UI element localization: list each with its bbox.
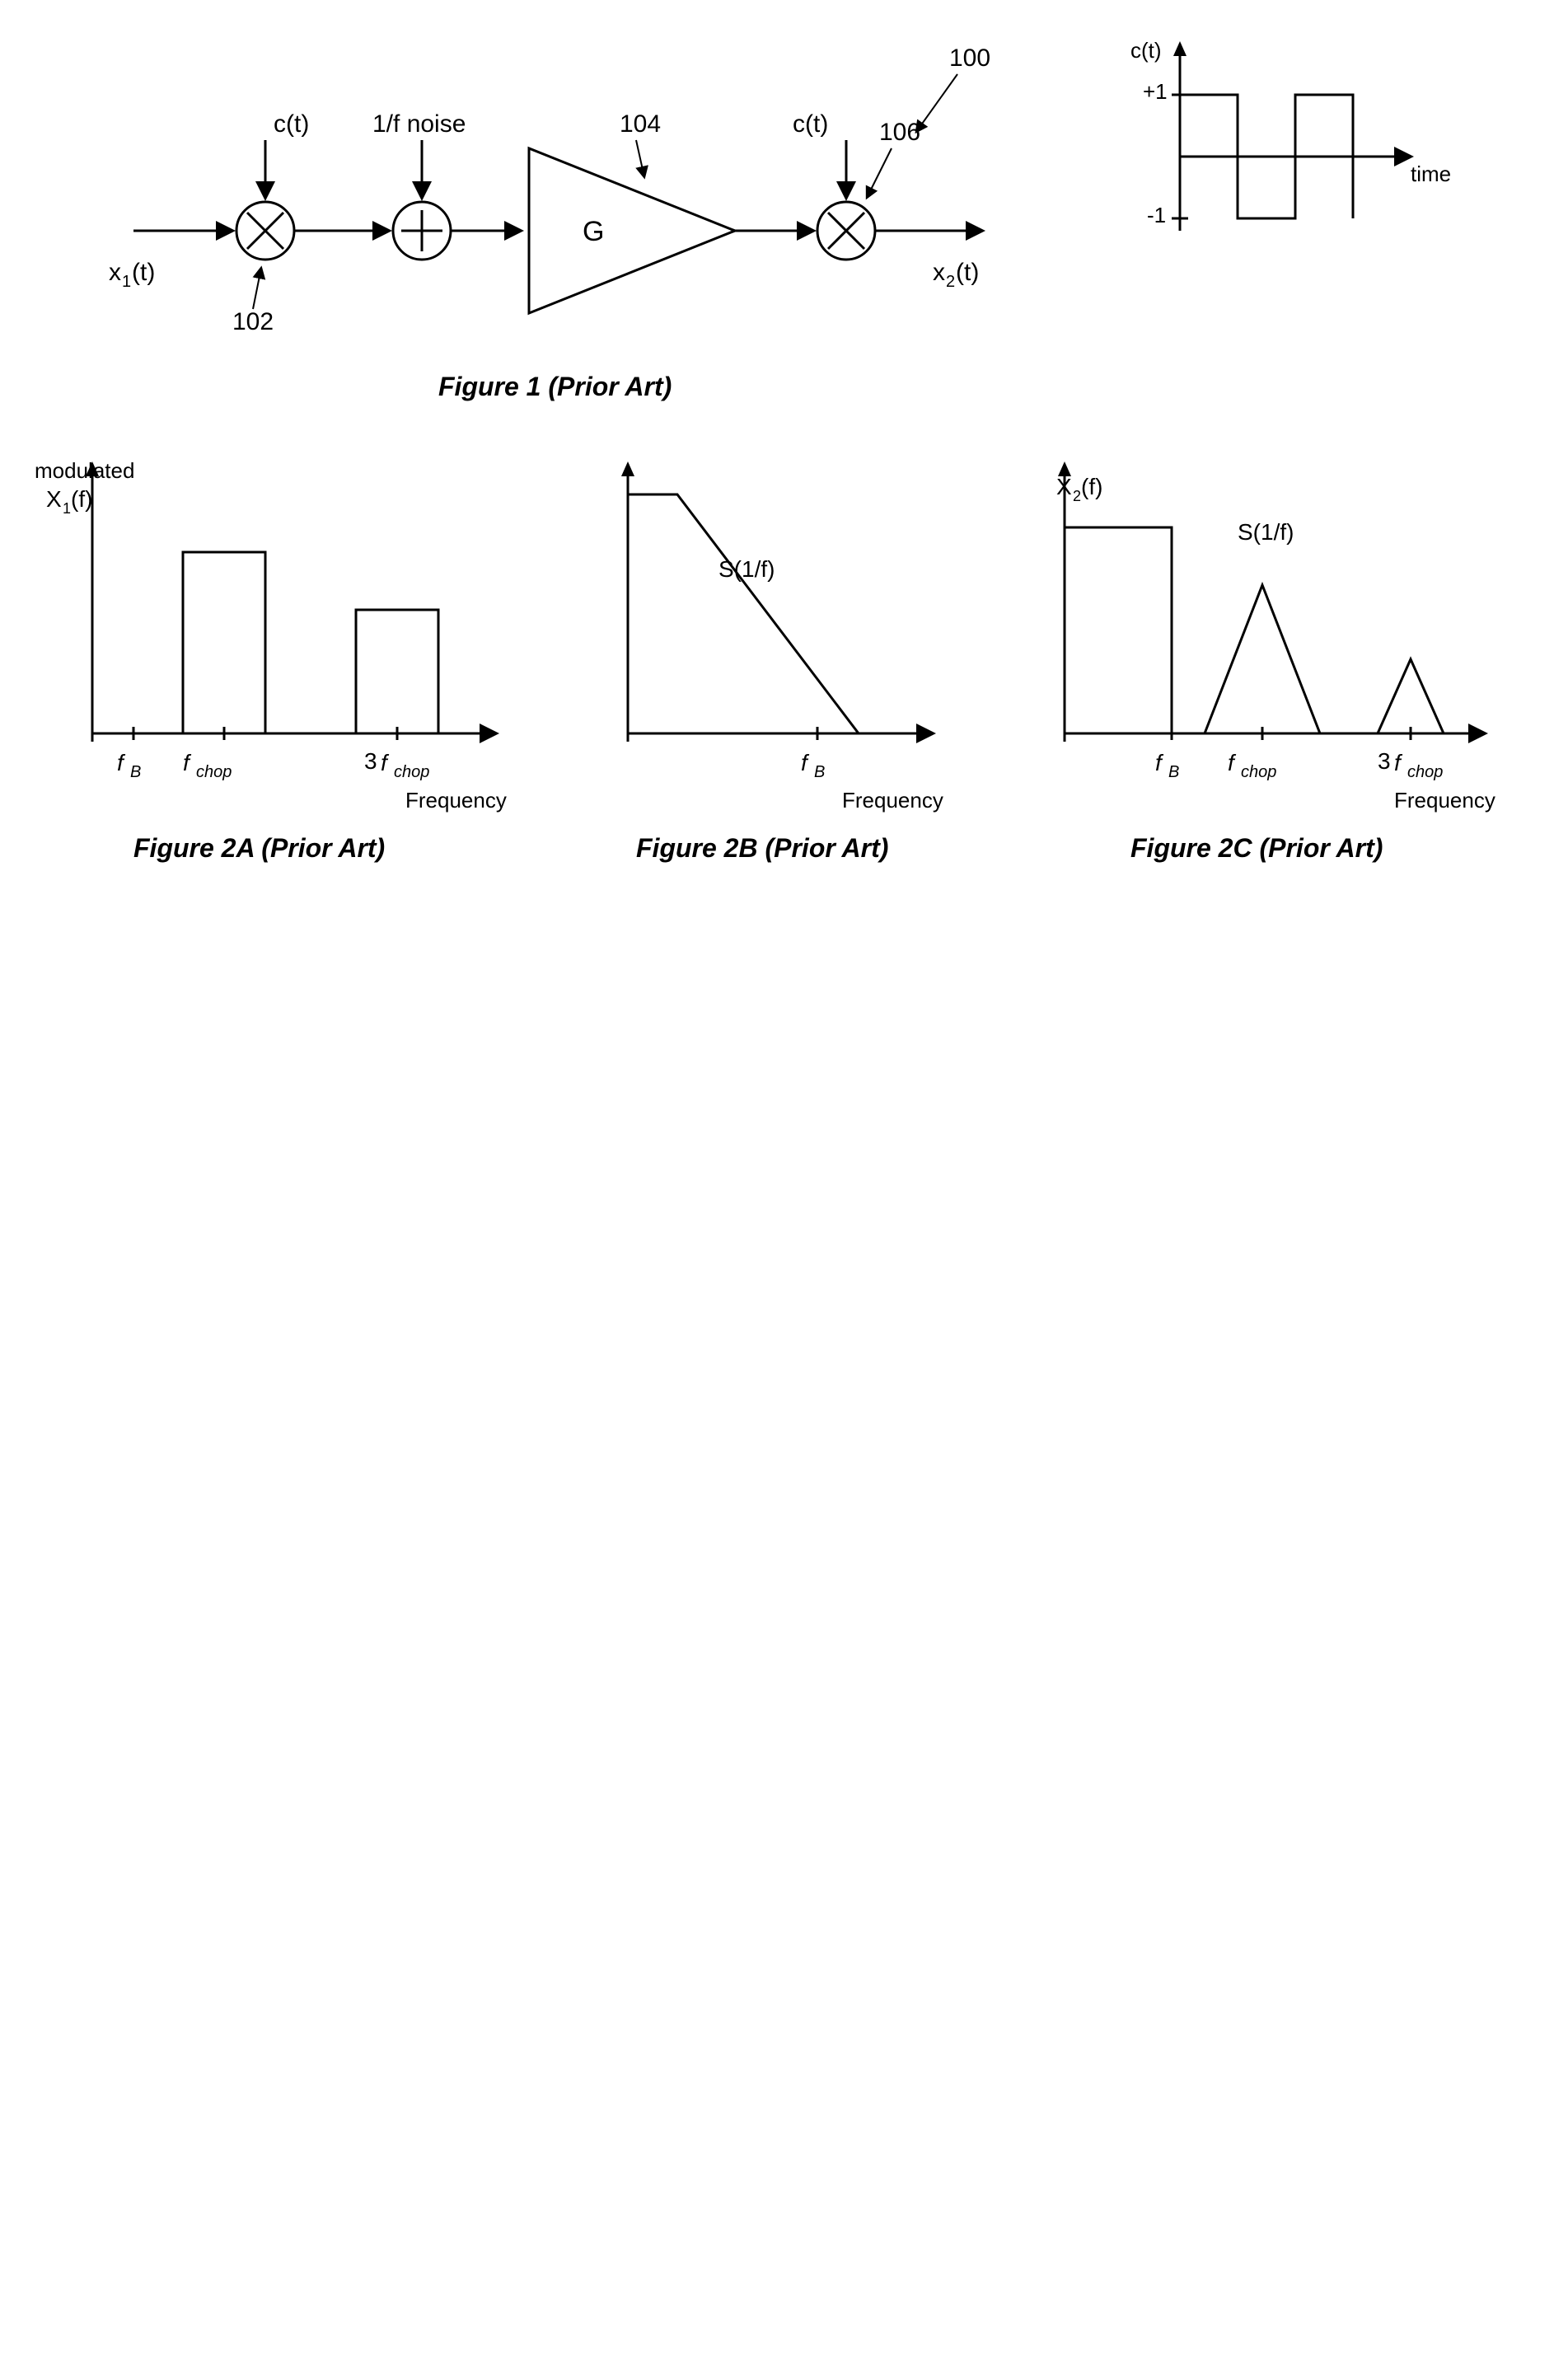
sq-ylabel: c(t) [1130, 38, 1162, 63]
svg-text:x: x [933, 259, 945, 286]
fig2a-ylabel-top: modulated [35, 458, 134, 483]
block-diagram: 100 x 1 (t) c(t) 102 1/f noise [109, 33, 1015, 412]
sq-tick-1: +1 [1143, 79, 1168, 104]
svg-text:x: x [109, 259, 121, 286]
svg-text:3: 3 [364, 748, 377, 774]
svg-text:1: 1 [122, 273, 131, 291]
square-wave: c(t) +1 -1 time [1114, 33, 1460, 264]
ref-102: 102 [232, 308, 274, 335]
fig1-caption: Figure 1 (Prior Art) [438, 372, 672, 401]
svg-text:f: f [183, 750, 192, 775]
svg-text:2: 2 [1073, 488, 1081, 504]
ref-104: 104 [620, 110, 661, 138]
svg-text:(t): (t) [956, 259, 979, 286]
svg-text:f: f [117, 750, 126, 775]
mult1-top-label: c(t) [274, 110, 309, 138]
svg-text:f: f [1155, 750, 1164, 775]
svg-text:chop: chop [196, 763, 232, 781]
svg-text:B: B [1168, 763, 1179, 781]
svg-text:B: B [814, 763, 825, 781]
fig2a: modulated X 1 (f) f B f chop 3 f chop Fr… [35, 445, 545, 874]
svg-text:chop: chop [1407, 763, 1443, 781]
svg-text:(f): (f) [71, 486, 92, 512]
svg-text:1: 1 [63, 500, 71, 517]
fig2a-xlabel: Frequency [405, 788, 507, 813]
fig2c-xlabel: Frequency [1394, 788, 1495, 813]
fig2b: f B Frequency S(1/f) Figure 2B (Prior Ar… [587, 445, 982, 874]
sq-xlabel: time [1411, 162, 1451, 186]
fig2c: X 2 (f) f B f chop 3 f chop Frequency S(… [1023, 445, 1534, 874]
svg-text:B: B [130, 763, 141, 781]
fig2a-caption: Figure 2A (Prior Art) [133, 833, 385, 863]
svg-text:f: f [1394, 750, 1403, 775]
svg-text:(f): (f) [1081, 474, 1102, 499]
svg-text:2: 2 [946, 273, 955, 291]
svg-text:3: 3 [1378, 748, 1391, 774]
ref-overall: 100 [949, 44, 990, 72]
ref-106: 106 [879, 119, 920, 146]
svg-text:f: f [801, 750, 810, 775]
svg-text:chop: chop [394, 763, 429, 781]
svg-text:chop: chop [1241, 763, 1276, 781]
sq-tick-2: -1 [1147, 203, 1166, 227]
fig2b-xlabel: Frequency [842, 788, 943, 813]
adder-top-label: 1/f noise [372, 110, 466, 138]
svg-text:f: f [1228, 750, 1237, 775]
svg-text:(t): (t) [132, 259, 155, 286]
fig2b-series: S(1/f) [718, 556, 775, 582]
svg-text:f: f [381, 750, 390, 775]
svg-text:X: X [46, 486, 62, 512]
fig2c-series: S(1/f) [1238, 519, 1294, 545]
fig2c-caption: Figure 2C (Prior Art) [1130, 833, 1383, 863]
mult2-top-label: c(t) [793, 110, 828, 138]
fig2b-caption: Figure 2B (Prior Art) [636, 833, 888, 863]
amp-gain: G [583, 216, 604, 247]
